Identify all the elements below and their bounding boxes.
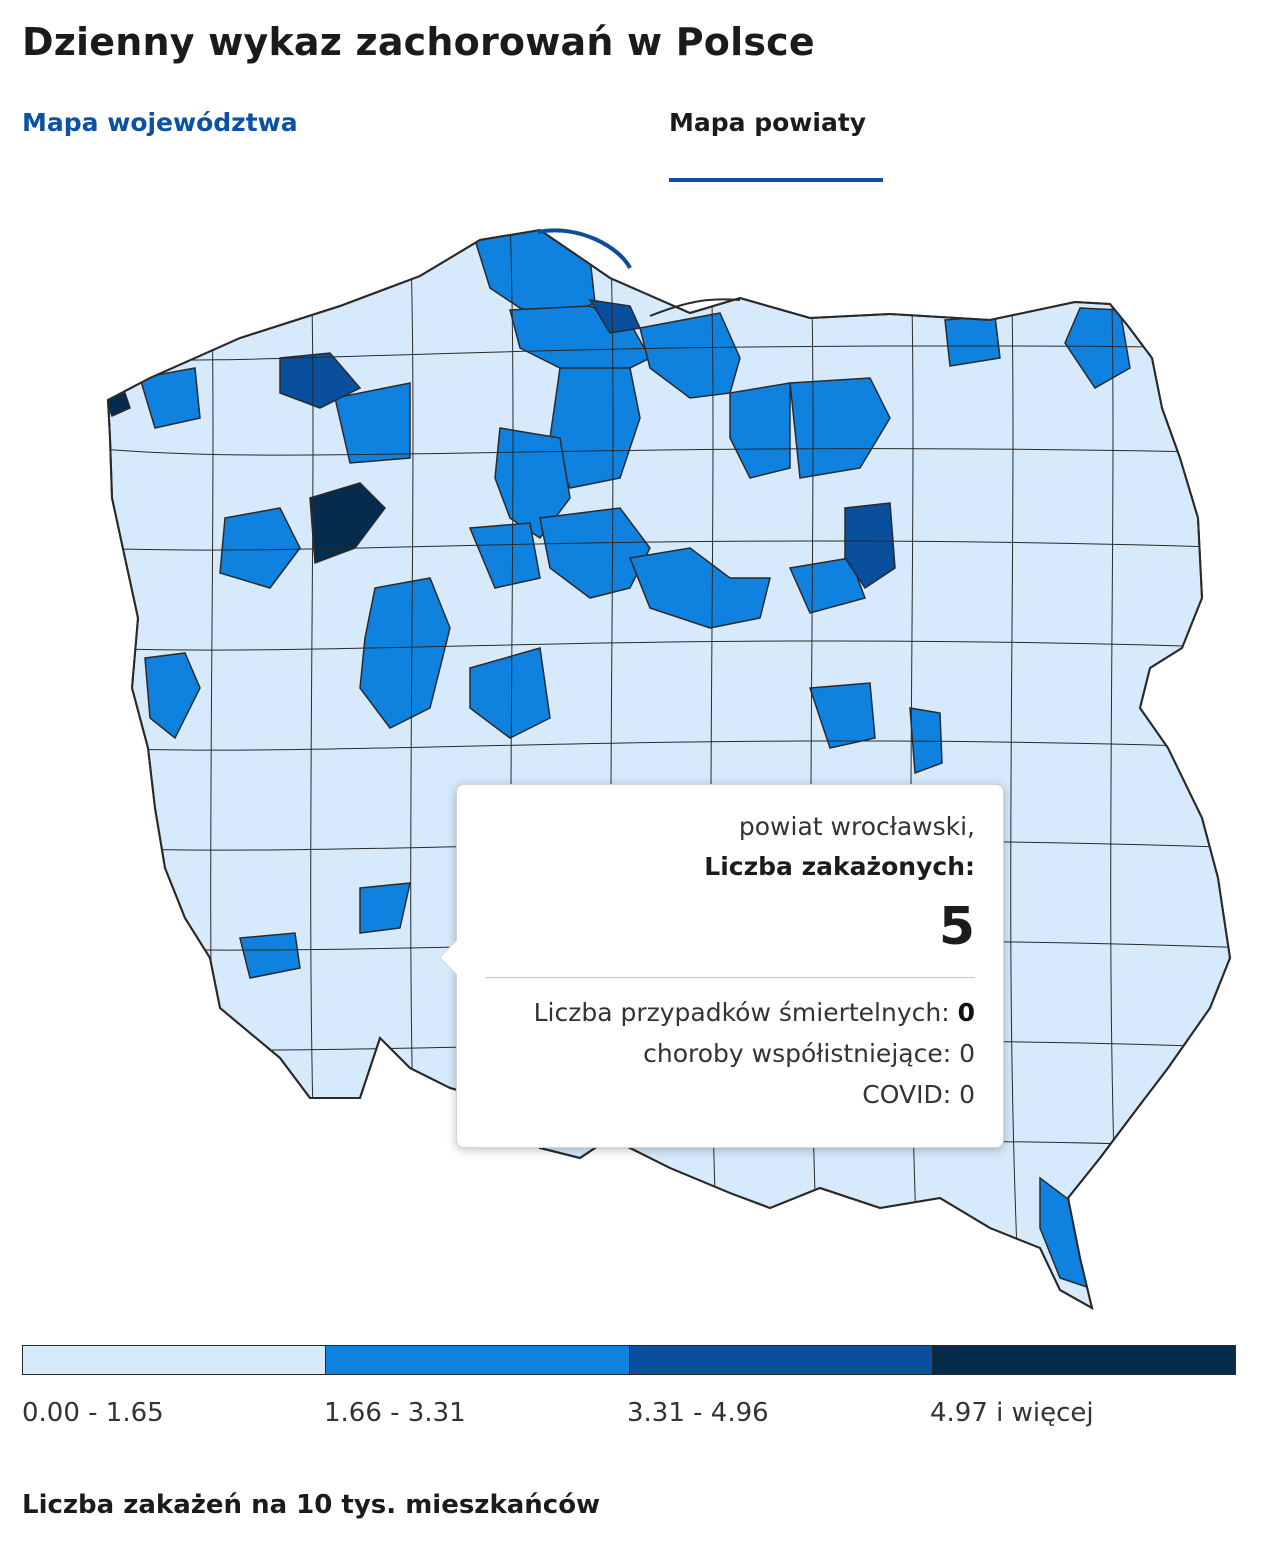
tooltip-comorbid-label: choroby współistniejące: xyxy=(643,1039,952,1068)
legend-swatch-4 xyxy=(932,1346,1235,1374)
county-region[interactable] xyxy=(788,557,866,614)
vistula-spit xyxy=(649,298,741,317)
legend-label-2: 1.66 - 3.31 xyxy=(324,1398,466,1428)
page-title: Dzienny wykaz zachorowań w Polsce xyxy=(22,20,815,64)
county-region[interactable] xyxy=(909,707,943,775)
legend-swatch-2 xyxy=(326,1346,630,1374)
county-region[interactable] xyxy=(144,652,201,740)
tooltip-county-name: powiat wrocławski, xyxy=(738,812,975,841)
county-region[interactable] xyxy=(628,547,771,629)
poland-county-map[interactable] xyxy=(90,218,1250,1318)
tooltip-deaths-row: Liczba przypadków śmiertelnych: 0 xyxy=(485,992,975,1033)
legend-label-3: 3.31 - 4.96 xyxy=(627,1398,769,1428)
legend-label-1: 0.00 - 1.65 xyxy=(22,1398,164,1428)
county-region[interactable] xyxy=(139,367,201,429)
county-region[interactable] xyxy=(539,507,651,599)
county-region[interactable] xyxy=(359,577,451,729)
county-region[interactable] xyxy=(359,882,411,934)
county-region[interactable] xyxy=(469,647,551,739)
tab-mapa-wojewodztwa[interactable]: Mapa województwa xyxy=(22,108,298,137)
hel-peninsula xyxy=(537,228,632,270)
county-region[interactable] xyxy=(239,932,301,979)
legend-color-scale xyxy=(22,1345,1236,1375)
legend-caption: Liczba zakażeń na 10 tys. mieszkańców xyxy=(22,1490,601,1520)
legend-swatch-1 xyxy=(23,1346,327,1374)
tooltip-divider xyxy=(485,977,975,978)
county-region[interactable] xyxy=(334,382,411,464)
county-region[interactable] xyxy=(844,502,896,590)
county-regions xyxy=(108,230,1131,1290)
county-region[interactable] xyxy=(808,682,876,749)
active-tab-underline xyxy=(669,178,883,182)
county-region[interactable] xyxy=(944,315,1001,367)
county-region[interactable] xyxy=(588,299,642,334)
tooltip-deaths-label: Liczba przypadków śmiertelnych: xyxy=(533,998,950,1027)
county-region[interactable] xyxy=(309,482,386,565)
tooltip-covid-label: COVID: xyxy=(862,1080,952,1109)
tab-mapa-powiaty[interactable]: Mapa powiaty xyxy=(669,108,867,137)
county-region[interactable] xyxy=(494,427,571,540)
county-tooltip: powiat wrocławski, Liczba zakażonych: 5 … xyxy=(438,784,1004,1148)
tooltip-deaths-value: 0 xyxy=(957,998,975,1027)
county-region[interactable] xyxy=(219,507,301,589)
tooltip-comorbid-value: 0 xyxy=(959,1039,975,1068)
county-region[interactable] xyxy=(468,522,541,589)
tooltip-comorbid-row: choroby współistniejące: 0 xyxy=(485,1033,975,1074)
legend-label-4: 4.97 i więcej xyxy=(930,1398,1094,1428)
tooltip-infected-value: 5 xyxy=(938,897,975,957)
legend-swatch-3 xyxy=(629,1346,933,1374)
tooltip-covid-value: 0 xyxy=(959,1080,975,1109)
tooltip-infected-label: Liczba zakażonych: xyxy=(704,852,975,881)
county-region[interactable] xyxy=(279,352,362,409)
county-region[interactable] xyxy=(789,377,891,479)
county-region[interactable] xyxy=(729,382,791,479)
tooltip-covid-row: COVID: 0 xyxy=(485,1074,975,1115)
